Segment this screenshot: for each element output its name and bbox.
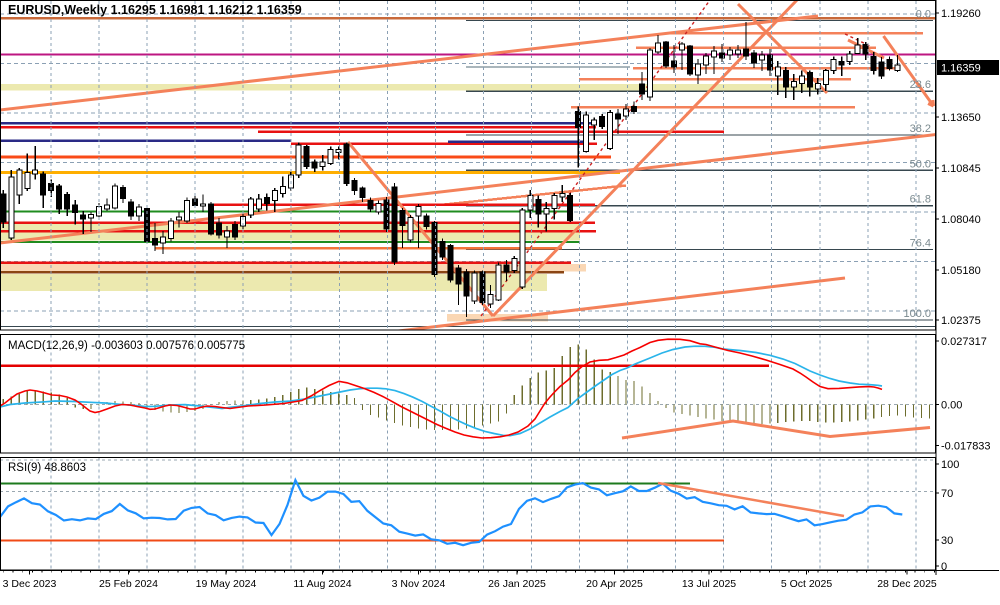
- svg-text:23.6: 23.6: [910, 79, 931, 91]
- svg-text:30: 30: [941, 535, 953, 547]
- svg-text:13 Jul 2025: 13 Jul 2025: [682, 578, 736, 590]
- svg-text:3 Nov 2024: 3 Nov 2024: [392, 578, 446, 590]
- svg-text:11 Aug 2024: 11 Aug 2024: [293, 578, 351, 590]
- svg-text:1.02375: 1.02375: [941, 315, 981, 327]
- svg-text:-0.017833: -0.017833: [941, 440, 991, 452]
- svg-text:20 Apr 2025: 20 Apr 2025: [586, 578, 643, 590]
- svg-text:RSI(9) 48.8603: RSI(9) 48.8603: [8, 462, 86, 474]
- svg-text:76.4: 76.4: [910, 237, 931, 249]
- svg-text:100.0: 100.0: [903, 308, 931, 320]
- svg-text:0.027317: 0.027317: [941, 336, 987, 348]
- svg-text:EURUSD,Weekly 1.16295 1.16981: EURUSD,Weekly 1.16295 1.16981 1.16212 1.…: [8, 3, 302, 17]
- svg-text:0.00: 0.00: [941, 400, 962, 412]
- svg-text:1.16359: 1.16359: [941, 63, 981, 75]
- svg-text:3 Dec 2023: 3 Dec 2023: [3, 578, 57, 590]
- svg-text:1.05180: 1.05180: [941, 265, 981, 277]
- svg-text:1.13650: 1.13650: [941, 112, 981, 124]
- svg-text:50.0: 50.0: [910, 158, 931, 170]
- svg-text:61.8: 61.8: [910, 194, 931, 206]
- svg-text:0: 0: [941, 561, 947, 573]
- svg-text:19 May 2024: 19 May 2024: [196, 578, 257, 590]
- svg-text:26 Jan 2025: 26 Jan 2025: [488, 578, 546, 590]
- svg-text:25 Feb 2024: 25 Feb 2024: [99, 578, 158, 590]
- svg-text:70: 70: [941, 488, 953, 500]
- svg-text:5 Oct 2025: 5 Oct 2025: [781, 578, 833, 590]
- svg-text:0.0: 0.0: [916, 9, 931, 21]
- svg-text:1.08040: 1.08040: [941, 214, 981, 226]
- svg-text:1.19260: 1.19260: [941, 8, 981, 20]
- svg-text:MACD(12,26,9) -0.003603 0.0075: MACD(12,26,9) -0.003603 0.007576 0.00577…: [8, 340, 245, 352]
- svg-text:28 Dec 2025: 28 Dec 2025: [877, 578, 937, 590]
- svg-text:1.10845: 1.10845: [941, 163, 981, 175]
- svg-text:100: 100: [941, 459, 959, 471]
- svg-text:38.2: 38.2: [910, 123, 931, 135]
